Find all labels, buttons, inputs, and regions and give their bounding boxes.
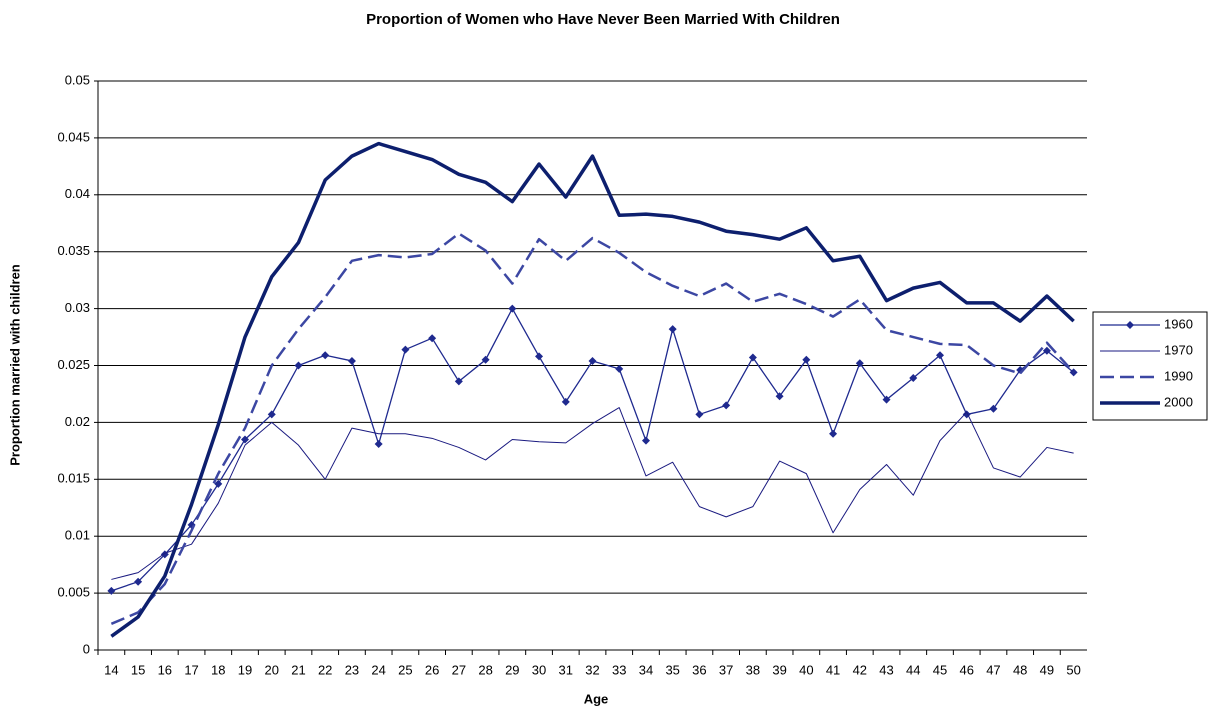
x-tick-label: 42: [853, 662, 867, 677]
x-tick-label: 28: [478, 662, 492, 677]
x-tick-label: 26: [425, 662, 439, 677]
x-tick-label: 15: [131, 662, 145, 677]
x-tick-label: 50: [1066, 662, 1080, 677]
point-marker: [668, 325, 677, 334]
x-tick-label: 37: [719, 662, 733, 677]
point-marker: [855, 359, 864, 368]
x-axis-label: Age: [584, 691, 609, 706]
point-marker: [989, 404, 998, 413]
y-tick-label: 0.03: [65, 300, 90, 315]
x-tick-label: 45: [933, 662, 947, 677]
y-axis-label: Proportion married with children: [7, 264, 22, 466]
y-tick-label: 0.05: [65, 72, 90, 87]
x-tick-label: 16: [158, 662, 172, 677]
point-marker: [829, 429, 838, 438]
point-marker: [1042, 346, 1051, 355]
y-tick-label: 0.005: [57, 585, 90, 600]
y-tick-label: 0.01: [65, 528, 90, 543]
x-tick-label: 32: [585, 662, 599, 677]
x-tick-label: 14: [104, 662, 118, 677]
point-marker: [775, 392, 784, 401]
point-marker: [294, 361, 303, 370]
x-tick-label: 18: [211, 662, 225, 677]
y-tick-label: 0: [83, 641, 90, 656]
y-tick-label: 0.015: [57, 471, 90, 486]
x-tick-label: 47: [986, 662, 1000, 677]
point-marker: [214, 479, 223, 488]
point-marker: [508, 304, 517, 313]
series-line: [111, 307, 1075, 592]
x-tick-label: 41: [826, 662, 840, 677]
x-tick-label: 17: [184, 662, 198, 677]
x-tick-label: 35: [665, 662, 679, 677]
series-line: [110, 232, 1075, 625]
point-marker: [802, 355, 811, 364]
point-marker: [935, 351, 944, 360]
point-marker: [722, 401, 731, 410]
point-marker: [107, 586, 116, 595]
x-tick-label: 31: [559, 662, 573, 677]
x-tick-label: 46: [959, 662, 973, 677]
y-tick-label: 0.04: [65, 186, 90, 201]
legend-label: 2000: [1164, 394, 1193, 409]
x-tick-label: 38: [746, 662, 760, 677]
point-marker: [909, 374, 918, 383]
x-tick-label: 29: [505, 662, 519, 677]
series-line: [110, 141, 1075, 638]
point-marker: [374, 440, 383, 449]
x-tick-label: 22: [318, 662, 332, 677]
point-marker: [401, 345, 410, 354]
point-marker: [428, 334, 437, 343]
y-tick-label: 0.045: [57, 129, 90, 144]
x-tick-label: 21: [291, 662, 305, 677]
y-tick-label: 0.025: [57, 357, 90, 372]
chart-title: Proportion of Women who Have Never Been …: [366, 11, 840, 28]
x-tick-label: 43: [879, 662, 893, 677]
x-tick-label: 39: [772, 662, 786, 677]
y-tick-label: 0.02: [65, 414, 90, 429]
point-marker: [695, 410, 704, 419]
point-marker: [748, 353, 757, 362]
x-tick-label: 36: [692, 662, 706, 677]
point-marker: [347, 356, 356, 365]
legend-label: 1960: [1164, 316, 1193, 331]
x-tick-label: 20: [265, 662, 279, 677]
x-tick-label: 24: [371, 662, 385, 677]
point-marker: [641, 436, 650, 445]
x-tick-label: 25: [398, 662, 412, 677]
legend-label: 1990: [1164, 368, 1193, 383]
x-tick-label: 40: [799, 662, 813, 677]
y-tick-label: 0.035: [57, 243, 90, 258]
x-tick-label: 33: [612, 662, 626, 677]
x-tick-label: 48: [1013, 662, 1027, 677]
point-marker: [267, 410, 276, 419]
point-marker: [588, 356, 597, 365]
point-marker: [481, 355, 490, 364]
legend-label: 1970: [1164, 342, 1193, 357]
point-marker: [535, 352, 544, 361]
point-marker: [321, 351, 330, 360]
legend-marker: [1126, 321, 1134, 329]
series-line: [111, 407, 1074, 580]
x-tick-label: 30: [532, 662, 546, 677]
x-tick-label: 34: [639, 662, 653, 677]
point-marker: [561, 397, 570, 406]
x-tick-label: 23: [345, 662, 359, 677]
point-marker: [454, 377, 463, 386]
x-tick-label: 44: [906, 662, 920, 677]
point-marker: [882, 395, 891, 404]
x-tick-label: 19: [238, 662, 252, 677]
x-tick-label: 49: [1040, 662, 1054, 677]
point-marker: [615, 364, 624, 373]
x-tick-label: 27: [452, 662, 466, 677]
point-marker: [241, 435, 250, 444]
point-marker: [134, 577, 143, 586]
